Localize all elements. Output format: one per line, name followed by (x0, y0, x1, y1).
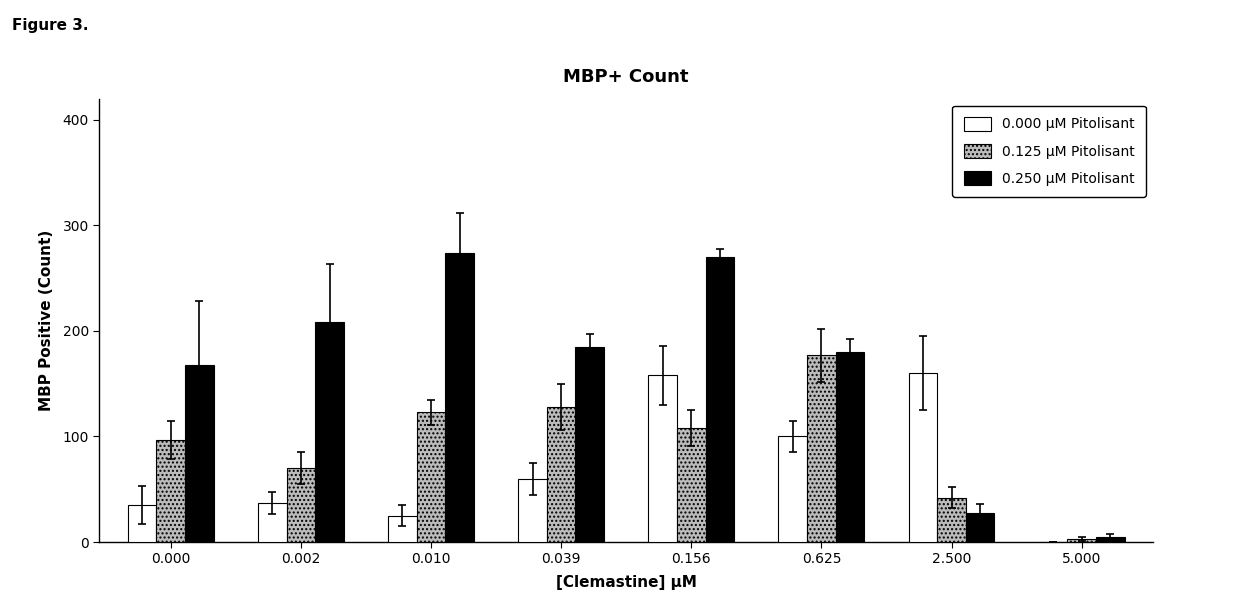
Bar (445, 253, 474, 542)
Bar (937, 498, 966, 542)
Bar (258, 503, 286, 542)
Bar (156, 440, 185, 542)
Bar (909, 373, 937, 542)
Bar (677, 428, 706, 542)
Bar (388, 516, 417, 542)
Bar (547, 407, 575, 542)
Bar (286, 468, 315, 542)
Title: MBP+ Count: MBP+ Count (563, 68, 689, 86)
Legend: 0.000 μM Pitolisant, 0.125 μM Pitolisant, 0.250 μM Pitolisant: 0.000 μM Pitolisant, 0.125 μM Pitolisant… (952, 105, 1146, 197)
Bar (649, 375, 677, 542)
Bar (315, 322, 343, 542)
Bar (1096, 537, 1125, 542)
X-axis label: [Clemastine] μM: [Clemastine] μM (556, 575, 697, 590)
Bar (518, 479, 547, 542)
Bar (966, 513, 994, 542)
Y-axis label: MBP Positive (Count): MBP Positive (Count) (40, 230, 55, 411)
Bar (836, 352, 864, 542)
Bar (807, 355, 836, 542)
Text: Figure 3.: Figure 3. (12, 18, 89, 33)
Bar (706, 257, 734, 542)
Bar (128, 505, 156, 542)
Bar (779, 437, 807, 542)
Bar (575, 347, 604, 542)
Bar (185, 365, 213, 542)
Bar (1068, 539, 1096, 542)
Bar (417, 412, 445, 542)
